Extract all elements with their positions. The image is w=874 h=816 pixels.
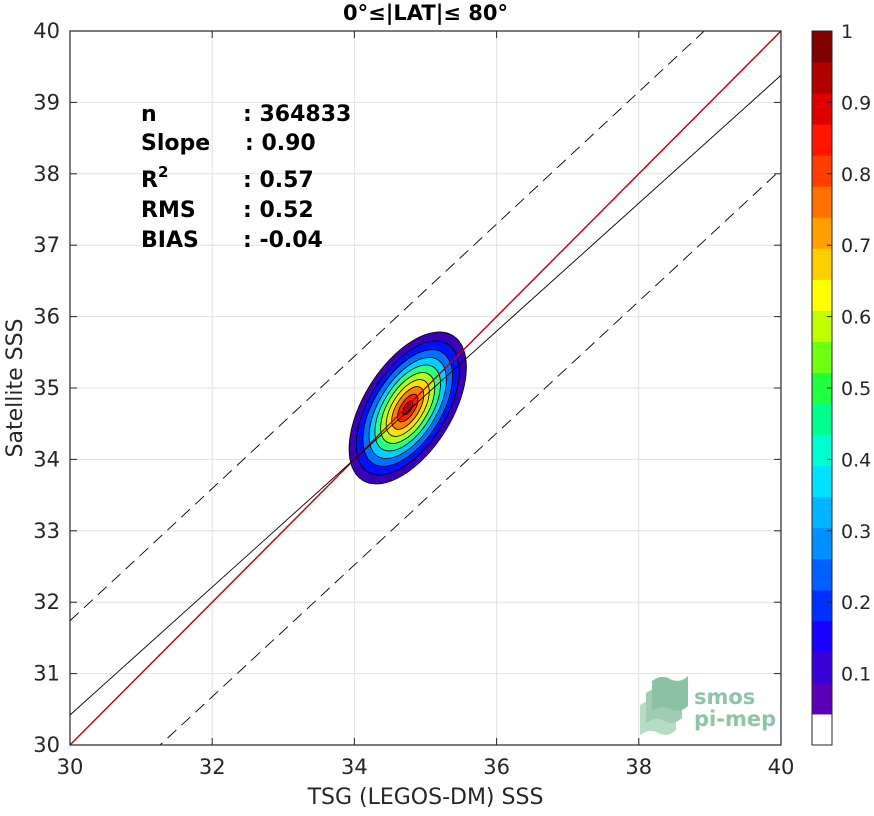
colorbar-swatch xyxy=(812,186,832,218)
y-tick-label: 34 xyxy=(33,447,60,471)
stat-value: : 0.57 xyxy=(243,168,314,193)
y-tick-label: 37 xyxy=(33,233,60,257)
colorbar-swatch xyxy=(812,589,832,622)
colorbar-swatch xyxy=(812,372,832,405)
stat-value: : 0.52 xyxy=(243,198,314,223)
wave-layers-icon xyxy=(640,676,688,735)
colorbar-tick-label: 1 xyxy=(841,21,853,43)
x-tick-label: 38 xyxy=(625,755,652,779)
colorbar-swatch xyxy=(812,310,832,342)
colorbar-swatch xyxy=(812,403,832,436)
x-tick-label: 30 xyxy=(57,755,84,779)
logo-text-smos: smos xyxy=(694,685,755,709)
identity-line xyxy=(70,31,781,745)
stat-value: : 364833 xyxy=(243,102,351,127)
stat-label: BIAS xyxy=(141,228,199,253)
colorbar-swatch xyxy=(812,341,832,373)
colorbar-swatch xyxy=(812,558,832,591)
stat-value: : 0.90 xyxy=(245,131,316,156)
colorbar-tick-label: 0.2 xyxy=(841,592,871,614)
colorbar: 0.1 0.2 0.3 0.4 0.5 0.6 0.7 0.8 0.9 1 xyxy=(811,21,871,746)
density-contours xyxy=(348,331,467,485)
smos-pi-mep-logo: smos pi-mep xyxy=(640,676,776,735)
colorbar-swatch xyxy=(812,496,832,529)
y-tick-label: 30 xyxy=(33,733,60,757)
stat-label: RMS xyxy=(141,198,196,223)
colorbar-swatch xyxy=(812,620,832,653)
colorbar-swatch xyxy=(812,527,832,560)
y-tick-label: 39 xyxy=(33,90,60,114)
stat-label: n xyxy=(141,102,157,127)
x-tick-label: 36 xyxy=(483,755,510,779)
colorbar-tick-label: 0.1 xyxy=(841,664,871,686)
chart-title: 0°≤|LAT|≤ 80° xyxy=(343,1,508,26)
colorbar-swatch xyxy=(812,248,832,280)
colorbar-tick-label: 0.4 xyxy=(841,449,871,471)
axis-ticks: 30 32 34 36 38 40 30 31 32 33 34 35 36 37 38 39 40 xyxy=(33,19,794,779)
colorbar-tick-label: 0.7 xyxy=(841,235,871,257)
colorbar-tick-label: 0.3 xyxy=(841,521,871,543)
x-tick-label: 34 xyxy=(341,755,368,779)
colorbar-swatch xyxy=(812,155,832,187)
lower-bound-line xyxy=(159,169,781,745)
y-tick-label: 38 xyxy=(33,162,60,186)
colorbar-swatch xyxy=(812,465,832,498)
y-axis-label: Satellite SSS xyxy=(3,319,28,458)
colorbar-swatch xyxy=(812,124,832,156)
colorbar-swatch xyxy=(812,434,832,467)
logo-text-pi-mep: pi-mep xyxy=(694,707,776,731)
colorbar-swatch xyxy=(812,62,832,94)
y-tick-label: 32 xyxy=(33,590,60,614)
y-tick-label: 40 xyxy=(33,19,60,43)
colorbar-swatch xyxy=(812,93,832,125)
x-tick-label: 32 xyxy=(199,755,226,779)
stat-label-superscript: 2 xyxy=(158,163,168,181)
y-tick-label: 36 xyxy=(33,305,60,329)
colorbar-swatch xyxy=(812,713,832,746)
colorbar-tick-label: 0.6 xyxy=(841,307,871,329)
x-tick-label: 40 xyxy=(768,755,795,779)
colorbar-swatch xyxy=(812,31,832,63)
x-axis-label: TSG (LEGOS-DM) SSS xyxy=(307,785,544,810)
y-tick-label: 33 xyxy=(33,519,60,543)
colorbar-tick-label: 0.5 xyxy=(841,378,871,400)
colorbar-tick-label: 0.9 xyxy=(841,92,871,114)
stat-label: R2 xyxy=(141,163,168,193)
regression-line xyxy=(70,74,781,716)
upper-bound-line xyxy=(70,31,705,622)
y-tick-label: 35 xyxy=(33,376,60,400)
colorbar-swatch xyxy=(812,217,832,249)
stat-value: : -0.04 xyxy=(243,228,323,253)
y-tick-label: 31 xyxy=(33,662,60,686)
colorbar-tick-label: 0.8 xyxy=(841,164,871,186)
stats-box: n : 364833 Slope : 0.90 R2 : 0.57 RMS : 0.52 BIA… xyxy=(141,102,351,253)
colorbar-swatch xyxy=(812,682,832,715)
stat-label: Slope xyxy=(141,131,210,156)
colorbar-swatch xyxy=(812,651,832,684)
colorbar-swatch xyxy=(812,279,832,311)
reference-lines xyxy=(70,31,781,745)
